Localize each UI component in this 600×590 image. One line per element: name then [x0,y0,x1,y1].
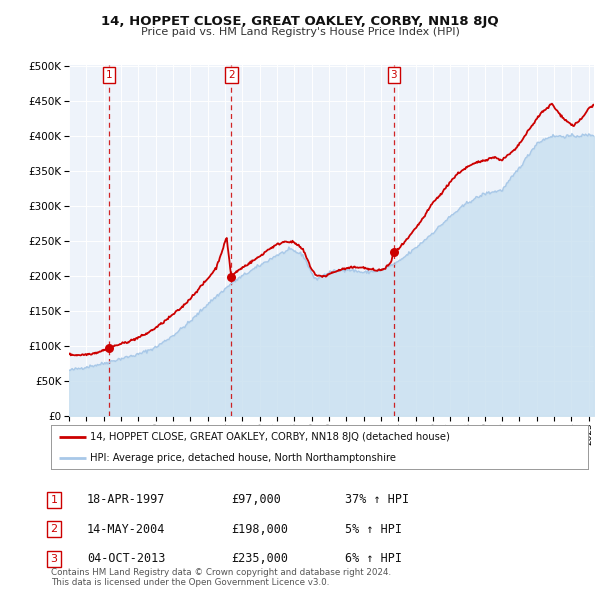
Text: 5% ↑ HPI: 5% ↑ HPI [345,523,402,536]
Text: HPI: Average price, detached house, North Northamptonshire: HPI: Average price, detached house, Nort… [89,453,395,463]
Text: 14, HOPPET CLOSE, GREAT OAKLEY, CORBY, NN18 8JQ: 14, HOPPET CLOSE, GREAT OAKLEY, CORBY, N… [101,15,499,28]
Text: Price paid vs. HM Land Registry's House Price Index (HPI): Price paid vs. HM Land Registry's House … [140,27,460,37]
Text: £235,000: £235,000 [231,552,288,565]
Text: £198,000: £198,000 [231,523,288,536]
Text: 18-APR-1997: 18-APR-1997 [87,493,166,506]
Text: 3: 3 [391,70,397,80]
Text: 04-OCT-2013: 04-OCT-2013 [87,552,166,565]
Text: 1: 1 [50,495,58,504]
Text: Contains HM Land Registry data © Crown copyright and database right 2024.
This d: Contains HM Land Registry data © Crown c… [51,568,391,587]
Text: 2: 2 [50,525,58,534]
Text: 2: 2 [228,70,235,80]
Text: 3: 3 [50,554,58,563]
Text: 6% ↑ HPI: 6% ↑ HPI [345,552,402,565]
Text: 14-MAY-2004: 14-MAY-2004 [87,523,166,536]
Text: 1: 1 [106,70,112,80]
Text: 14, HOPPET CLOSE, GREAT OAKLEY, CORBY, NN18 8JQ (detached house): 14, HOPPET CLOSE, GREAT OAKLEY, CORBY, N… [89,432,449,442]
Text: £97,000: £97,000 [231,493,281,506]
Text: 37% ↑ HPI: 37% ↑ HPI [345,493,409,506]
